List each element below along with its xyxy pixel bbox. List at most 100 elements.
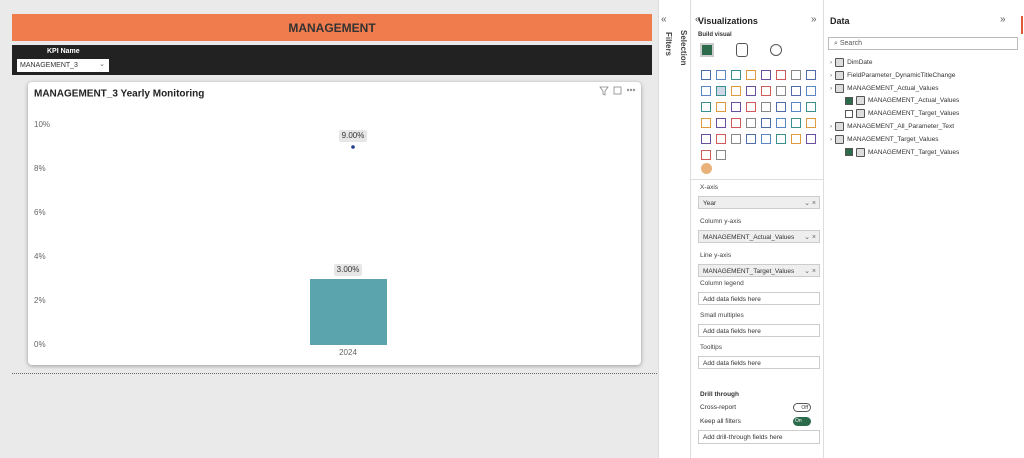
- field-row[interactable]: › MANAGEMENT_Actual_Values: [830, 83, 939, 93]
- scroll-accent: [1021, 16, 1023, 34]
- visual-card[interactable]: MANAGEMENT_3 Yearly Monitoring 0% 2% 4% 6% 8…: [28, 82, 641, 365]
- field-checkbox[interactable]: [845, 96, 853, 105]
- well-field[interactable]: MANAGEMENT_Actual_Values ⌄ ×: [698, 230, 820, 243]
- visual-type-icon[interactable]: [776, 70, 786, 80]
- well-remove[interactable]: ⌄ ×: [804, 268, 816, 275]
- visual-type-icon[interactable]: [746, 86, 756, 96]
- visual-type-icon[interactable]: [701, 150, 711, 160]
- well-field-text: Year: [703, 200, 717, 207]
- well-field[interactable]: Year ⌄ ×: [698, 196, 820, 209]
- field-label: MANAGEMENT_Target_Values: [868, 110, 960, 118]
- visualizations-pane: «Visualizations » Build visual X-axis Year ⌄ …: [690, 0, 824, 458]
- visual-type-icon[interactable]: [746, 102, 756, 112]
- visual-type-icon[interactable]: [761, 118, 771, 128]
- field-label: MANAGEMENT_All_Parameter_Text: [847, 123, 955, 130]
- search-box[interactable]: ⌕ Search: [828, 37, 1018, 50]
- visual-type-icon[interactable]: [716, 150, 726, 160]
- visual-type-icon[interactable]: [701, 102, 711, 112]
- visual-type-icon[interactable]: [791, 134, 801, 144]
- visual-type-icon[interactable]: [761, 102, 771, 112]
- field-row[interactable]: MANAGEMENT_Actual_Values: [845, 95, 959, 106]
- field-row[interactable]: › DimDate: [830, 58, 873, 67]
- visual-type-icon[interactable]: [761, 70, 771, 80]
- visual-type-icon[interactable]: [791, 118, 801, 128]
- visual-type-icon[interactable]: [701, 86, 711, 96]
- pane-expand[interactable]: »: [811, 14, 817, 25]
- visual-type-icon[interactable]: [806, 70, 816, 80]
- visual-type-icon[interactable]: [731, 134, 741, 144]
- field-label: MANAGEMENT_Actual_Values: [847, 84, 939, 92]
- field-row[interactable]: › MANAGEMENT_Target_Values: [830, 134, 939, 144]
- visual-type-icon[interactable]: [761, 134, 771, 144]
- y-tick-label: 4%: [34, 252, 46, 261]
- visual-type-icon[interactable]: [701, 134, 711, 144]
- visual-type-icon[interactable]: [791, 102, 801, 112]
- visual-type-icon[interactable]: [776, 118, 786, 128]
- field-row[interactable]: › MANAGEMENT_All_Parameter_Text: [830, 122, 955, 131]
- table-icon: [835, 83, 845, 93]
- analytics-icon[interactable]: [770, 44, 782, 56]
- visual-type-icon[interactable]: [791, 70, 801, 80]
- visual-type-icon[interactable]: [716, 118, 726, 128]
- format-icon[interactable]: [736, 43, 748, 57]
- visual-type-icon[interactable]: [806, 86, 816, 96]
- pane-expand[interactable]: »: [1000, 14, 1006, 25]
- pane-title: Visualizations: [698, 16, 758, 26]
- header-title: MANAGEMENT: [12, 14, 652, 41]
- slicer-dropdown[interactable]: MANAGEMENT_3 ⌄: [17, 59, 109, 72]
- well-field[interactable]: Add data fields here: [698, 356, 820, 369]
- well-remove[interactable]: ⌄ ×: [804, 234, 816, 241]
- field-row[interactable]: MANAGEMENT_Target_Values: [845, 108, 959, 119]
- well-field[interactable]: Add data fields here: [698, 324, 820, 337]
- well-remove[interactable]: ⌄ ×: [804, 200, 816, 207]
- well-label: Small multiples: [700, 312, 744, 319]
- visual-type-icon[interactable]: [791, 86, 801, 96]
- selection-tab[interactable]: Selection: [679, 30, 688, 66]
- collapse-icon[interactable]: «: [661, 14, 667, 25]
- cross-report-toggle[interactable]: Off: [793, 403, 811, 412]
- y-tick-label: 10%: [34, 120, 50, 129]
- slicer-bar: KPI Name MANAGEMENT_3 ⌄: [12, 45, 652, 75]
- pane-collapse[interactable]: «: [695, 14, 701, 25]
- table-icon: [835, 122, 845, 131]
- visual-type-icon[interactable]: [716, 134, 726, 144]
- visual-type-icon[interactable]: [731, 86, 741, 96]
- custom-visual-icon[interactable]: [701, 163, 712, 174]
- field-row[interactable]: MANAGEMENT_Target_Values: [845, 147, 959, 158]
- visual-type-icon[interactable]: [716, 70, 726, 80]
- field-checkbox[interactable]: [845, 109, 853, 118]
- visual-type-icon[interactable]: [806, 102, 816, 112]
- visual-type-icon[interactable]: [701, 70, 711, 80]
- visual-type-icon[interactable]: [776, 102, 786, 112]
- visual-type-icon[interactable]: [716, 86, 726, 96]
- visual-type-icon[interactable]: [731, 102, 741, 112]
- bar: [310, 279, 387, 345]
- field-checkbox[interactable]: [845, 148, 853, 157]
- drill-add-text: Add drill-through fields here: [703, 434, 783, 441]
- visual-type-icon[interactable]: [731, 70, 741, 80]
- well-field[interactable]: MANAGEMENT_Target_Values ⌄ ×: [698, 264, 820, 277]
- filters-tab[interactable]: Filters: [664, 32, 673, 57]
- well-label: Line y-axis: [700, 252, 732, 259]
- visual-type-icon[interactable]: [806, 134, 816, 144]
- well-field[interactable]: Add data fields here: [698, 292, 820, 305]
- visual-type-icon[interactable]: [806, 118, 816, 128]
- visual-type-icon[interactable]: [746, 70, 756, 80]
- visual-type-icon[interactable]: [701, 118, 711, 128]
- visual-type-icon[interactable]: [746, 134, 756, 144]
- visual-type-icon[interactable]: [731, 118, 741, 128]
- field-row[interactable]: › FieldParameter_DynamicTitleChange: [830, 70, 956, 80]
- field-label: MANAGEMENT_Target_Values: [868, 148, 960, 156]
- keep-filters-toggle[interactable]: On: [793, 417, 811, 426]
- visual-header-icons[interactable]: [599, 86, 636, 96]
- well-field-text: Add data fields here: [703, 360, 761, 367]
- y-tick-label: 8%: [34, 164, 46, 173]
- visual-type-icon[interactable]: [776, 86, 786, 96]
- slicer-value: MANAGEMENT_3: [20, 62, 78, 69]
- visual-type-icon[interactable]: [761, 86, 771, 96]
- build-icon[interactable]: [700, 43, 714, 57]
- drill-add-field[interactable]: Add drill-through fields here: [698, 430, 820, 444]
- visual-type-icon[interactable]: [776, 134, 786, 144]
- visual-type-icon[interactable]: [716, 102, 726, 112]
- visual-type-icon[interactable]: [746, 118, 756, 128]
